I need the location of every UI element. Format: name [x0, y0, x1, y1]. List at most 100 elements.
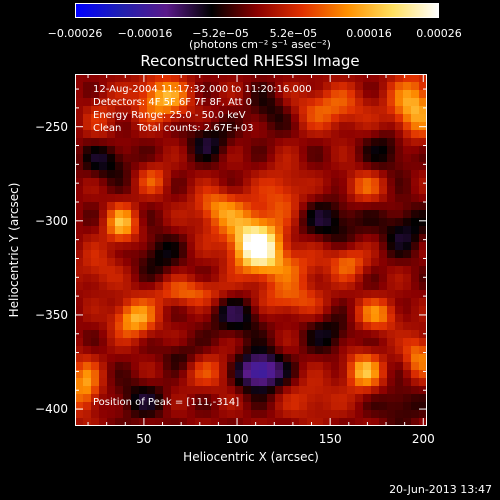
heatmap-cell [195, 386, 204, 395]
heatmap-cell [355, 194, 364, 203]
heatmap-cell [315, 170, 324, 179]
heatmap-cell [227, 378, 236, 387]
heatmap-cell [195, 250, 204, 259]
heatmap-cell [259, 274, 268, 283]
heatmap-cell [307, 138, 316, 147]
x-axis-label: Heliocentric X (arcsec) [183, 450, 319, 464]
heatmap-cell [203, 122, 212, 131]
heatmap-cell [267, 114, 276, 123]
heatmap-cell [371, 154, 380, 163]
heatmap-cell [171, 274, 180, 283]
heatmap-cell [267, 354, 276, 363]
heatmap-cell [347, 122, 356, 131]
heatmap-cell [267, 274, 276, 283]
heatmap-cell [235, 138, 244, 147]
heatmap-cell [139, 162, 148, 171]
heatmap-cell [139, 154, 148, 163]
heatmap-cell [291, 162, 300, 171]
heatmap-cell [355, 298, 364, 307]
heatmap-cell [235, 210, 244, 219]
heatmap-cell [171, 146, 180, 155]
heatmap-cell [219, 258, 228, 267]
heatmap-cell [363, 154, 372, 163]
heatmap-cell [403, 210, 412, 219]
heatmap-cell [355, 186, 364, 195]
heatmap-cell [131, 74, 140, 83]
heatmap-cell [163, 98, 172, 107]
heatmap-cell [219, 378, 228, 387]
heatmap-cell [315, 298, 324, 307]
heatmap-cell [347, 170, 356, 179]
heatmap-cell [99, 394, 108, 403]
heatmap-cell [259, 338, 268, 347]
heatmap-cell [291, 346, 300, 355]
heatmap-cell [347, 274, 356, 283]
heatmap-cell [387, 170, 396, 179]
heatmap-cell [275, 290, 284, 299]
heatmap-cell [187, 362, 196, 371]
heatmap-cell [395, 218, 404, 227]
heatmap-cell [315, 122, 324, 131]
heatmap-cell [259, 130, 268, 139]
heatmap-cell [323, 370, 332, 379]
heatmap-cell [227, 186, 236, 195]
heatmap-cell [179, 106, 188, 115]
heatmap-cell [355, 402, 364, 411]
heatmap-cell [211, 410, 220, 419]
heatmap-cell [251, 282, 260, 291]
heatmap-cell [219, 386, 228, 395]
heatmap-cell [411, 82, 420, 91]
colorbar-tick-label: 0.00026 [416, 27, 462, 40]
heatmap-cell [131, 410, 140, 419]
heatmap-cell [283, 202, 292, 211]
heatmap-cell [163, 394, 172, 403]
heatmap-cell [267, 394, 276, 403]
heatmap-cell [395, 146, 404, 155]
heatmap-cell [211, 202, 220, 211]
heatmap-cell [363, 346, 372, 355]
heatmap-cell [379, 290, 388, 299]
heatmap-cell [155, 162, 164, 171]
heatmap-cell [379, 106, 388, 115]
heatmap-cell [403, 282, 412, 291]
heatmap-cell [195, 346, 204, 355]
heatmap-cell [267, 410, 276, 419]
heatmap-cell [179, 122, 188, 131]
heatmap-cell [267, 338, 276, 347]
heatmap-cell [91, 370, 100, 379]
heatmap-cell [371, 306, 380, 315]
heatmap-cell [99, 386, 108, 395]
heatmap-cell [139, 314, 148, 323]
heatmap-cell [379, 242, 388, 251]
heatmap-cell [323, 282, 332, 291]
heatmap-cell [83, 418, 92, 426]
heatmap-cell [291, 314, 300, 323]
heatmap-cell [123, 282, 132, 291]
heatmap-cell [363, 226, 372, 235]
heatmap-cell [283, 106, 292, 115]
heatmap-cell [275, 306, 284, 315]
y-tick-label: −400 [35, 402, 68, 417]
heatmap-cell [411, 290, 420, 299]
heatmap-cell [83, 162, 92, 171]
heatmap-cell [187, 258, 196, 267]
heatmap-cell [107, 154, 116, 163]
heatmap-cell [219, 306, 228, 315]
heatmap-cell [307, 298, 316, 307]
heatmap-cell [243, 146, 252, 155]
heatmap-cell [115, 418, 124, 426]
heatmap-cell [347, 146, 356, 155]
heatmap-cell [131, 202, 140, 211]
heatmap-cell [259, 378, 268, 387]
heatmap-cell [211, 194, 220, 203]
heatmap-cell [363, 338, 372, 347]
heatmap-cell [107, 290, 116, 299]
heatmap-cell [411, 306, 420, 315]
heatmap-cell [123, 130, 132, 139]
heatmap-cell [411, 106, 420, 115]
heatmap-cell [107, 330, 116, 339]
heatmap-cell [299, 402, 308, 411]
heatmap-cell [267, 154, 276, 163]
heatmap-cell [155, 330, 164, 339]
heatmap-cell [115, 306, 124, 315]
